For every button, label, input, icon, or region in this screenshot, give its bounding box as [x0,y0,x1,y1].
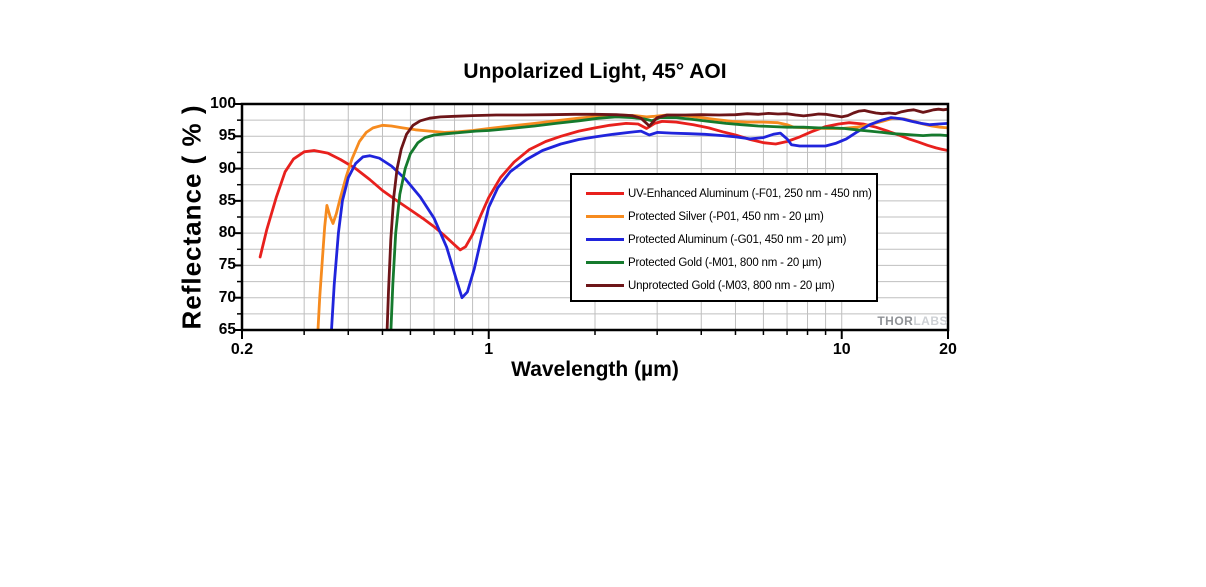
y-tick-label: 75 [218,256,236,274]
y-tick-label: 80 [218,224,236,242]
thorlabs-watermark-thor: THOR [877,314,914,328]
x-axis-title: Wavelength (µm) [511,358,679,381]
legend-swatch-red-line [586,192,624,195]
legend-item-protected-aluminum: Protected Aluminum (-G01, 450 nm - 20 µm… [572,228,876,251]
x-tick-label: 0.2 [230,341,254,358]
legend-swatch-orange-line [586,215,624,218]
chart-title: Unpolarized Light, 45° AOI [463,60,727,83]
thorlabs-watermark: THORLABS [877,314,948,328]
legend-label: Protected Aluminum (-G01, 450 nm - 20 µm… [628,233,847,246]
legend-item-protected-gold: Protected Gold (-M01, 800 nm - 20 µm) [572,251,876,274]
x-tick-label: 10 [832,341,851,358]
legend-label: Unprotected Gold (-M03, 800 nm - 20 µm) [628,279,835,292]
legend-item-unprotected-gold: Unprotected Gold (-M03, 800 nm - 20 µm) [572,274,876,297]
x-tick-label: 1 [484,341,494,358]
legend-label: UV-Enhanced Aluminum (-F01, 250 nm - 450… [628,187,872,200]
legend-item-uv-enhanced-aluminum: UV-Enhanced Aluminum (-F01, 250 nm - 450… [572,182,876,205]
y-tick-label: 70 [218,288,236,306]
legend-item-protected-silver: Protected Silver (-P01, 450 nm - 20 µm) [572,205,876,228]
legend-box: UV-Enhanced Aluminum (-F01, 250 nm - 450… [570,173,878,302]
thorlabs-watermark-labs: LABS [913,314,948,328]
legend-swatch-green-line [586,261,624,264]
y-tick-label: 90 [218,159,236,177]
legend-label: Protected Silver (-P01, 450 nm - 20 µm) [628,210,824,223]
x-tick-label: 20 [939,341,957,358]
legend-swatch-blue-line [586,238,624,241]
legend-swatch-maroon-line [586,284,624,287]
y-tick-label: 95 [218,127,236,145]
y-tick-label: 85 [218,191,236,209]
y-tick-label: 100 [210,95,236,112]
y-tick-label: 65 [218,321,236,338]
legend-label: Protected Gold (-M01, 800 nm - 20 µm) [628,256,822,269]
